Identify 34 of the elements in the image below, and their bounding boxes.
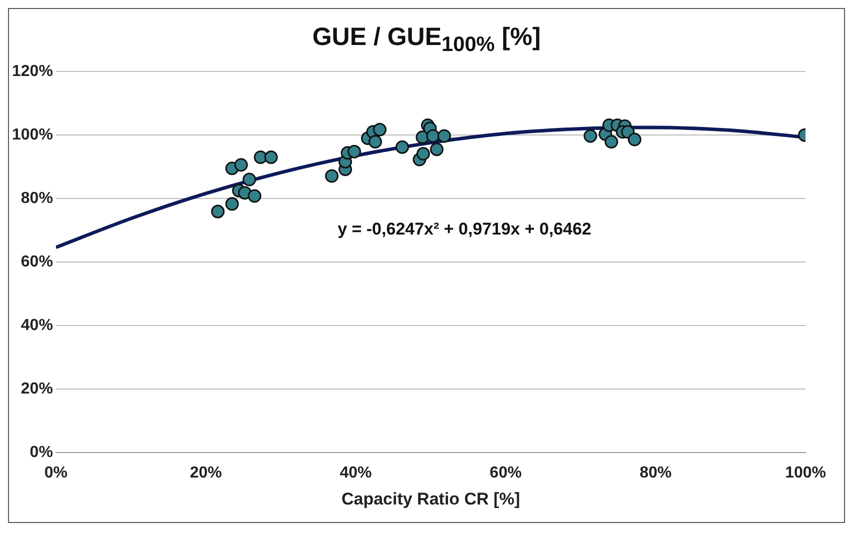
point bbox=[628, 132, 642, 146]
point bbox=[395, 140, 409, 154]
point bbox=[604, 134, 618, 148]
x-tick-label: 100% bbox=[785, 464, 826, 482]
point bbox=[437, 129, 451, 143]
x-tick-label: 0% bbox=[44, 464, 68, 482]
point bbox=[348, 144, 362, 158]
y-tick-label: 120% bbox=[12, 63, 53, 80]
y-tick-label: 60% bbox=[20, 253, 53, 270]
x-tick-label: 60% bbox=[490, 464, 522, 482]
point bbox=[225, 197, 239, 211]
point bbox=[584, 129, 598, 143]
y-tick-label: 40% bbox=[20, 316, 53, 334]
point bbox=[264, 150, 278, 164]
point bbox=[373, 122, 387, 136]
x-axis-title: Capacity Ratio CR [%] bbox=[341, 489, 520, 508]
point bbox=[426, 129, 440, 143]
point bbox=[416, 147, 430, 161]
x-tick-label: 40% bbox=[340, 464, 372, 482]
point bbox=[368, 134, 382, 148]
y-tick-label: 100% bbox=[12, 126, 53, 144]
y-tick-label: 80% bbox=[20, 190, 53, 207]
point bbox=[430, 142, 444, 156]
point bbox=[234, 158, 248, 172]
annotation: y = -0,6247x² + 0,9719x + 0,6462 bbox=[338, 219, 592, 238]
point bbox=[325, 169, 339, 183]
point bbox=[242, 172, 256, 186]
y-tick-label: 0% bbox=[30, 444, 53, 461]
point bbox=[248, 189, 262, 203]
x-tick-label: 20% bbox=[190, 464, 222, 482]
y-tick-label: 20% bbox=[20, 380, 53, 398]
point bbox=[211, 204, 225, 218]
chart-title: GUE / GUE$_{100%}$ [%] bbox=[311, 23, 542, 58]
x-tick-label: 80% bbox=[640, 464, 672, 482]
